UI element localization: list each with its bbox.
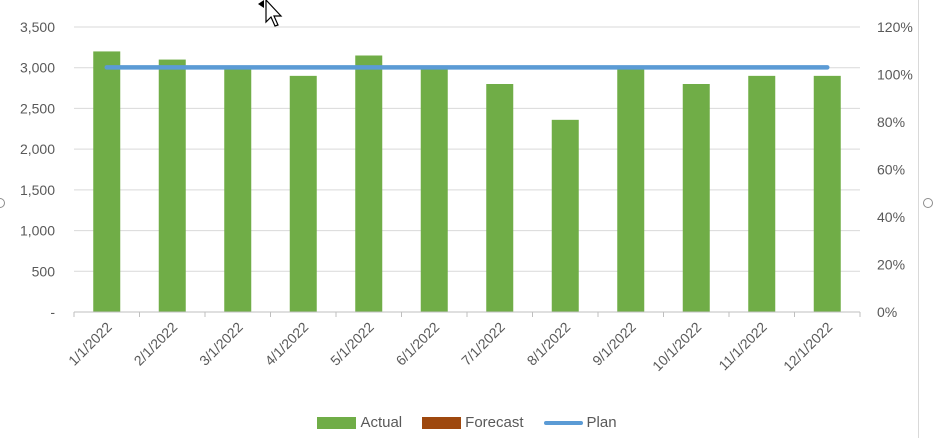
bar-actual — [748, 75, 776, 312]
y-tick-label: 3,000 — [20, 60, 55, 76]
y2-tick-label: 80% — [877, 114, 905, 130]
x-tick-label: 7/1/2022 — [458, 319, 508, 369]
bar-actual — [93, 51, 121, 313]
bar-actual — [289, 75, 317, 312]
legend-swatch-forecast — [422, 416, 462, 429]
bar-actual — [617, 67, 645, 312]
legend-swatch-plan — [543, 420, 583, 425]
x-tick-label: 12/1/2022 — [780, 319, 836, 375]
y-tick-label: 3,500 — [20, 19, 55, 35]
bar-actual — [551, 119, 579, 312]
y-tick-label: 500 — [32, 263, 56, 279]
bar-actual — [420, 67, 448, 312]
x-tick-label: 11/1/2022 — [715, 319, 770, 374]
legend-item-forecast[interactable]: Forecast — [422, 414, 524, 431]
chart-frame-edge — [918, 0, 919, 438]
legend: Actual Forecast Plan — [0, 414, 934, 431]
y2-tick-label: 20% — [877, 257, 905, 273]
y2-tick-label: 60% — [877, 162, 905, 178]
y2-tick-label: 40% — [877, 209, 905, 225]
bar-actual — [486, 84, 514, 312]
legend-item-plan[interactable]: Plan — [543, 414, 617, 431]
legend-swatch-actual — [317, 416, 357, 429]
mouse-pointer-icon — [258, 0, 283, 27]
x-tick-label: 6/1/2022 — [393, 319, 443, 369]
x-tick-label: 4/1/2022 — [262, 319, 312, 369]
x-tick-label: 8/1/2022 — [524, 319, 574, 369]
x-tick-label: 2/1/2022 — [131, 319, 181, 369]
bar-actual — [224, 67, 252, 312]
x-tick-label: 10/1/2022 — [649, 319, 705, 375]
y-tick-label: 2,500 — [20, 100, 55, 116]
x-tick-label: 9/1/2022 — [589, 319, 639, 369]
y-tick-label: 1,500 — [20, 182, 55, 198]
legend-label-actual: Actual — [360, 414, 403, 431]
x-tick-label: 3/1/2022 — [196, 319, 246, 369]
x-tick-label: 5/1/2022 — [327, 319, 377, 369]
legend-item-actual[interactable]: Actual — [317, 414, 402, 431]
legend-label-forecast: Forecast — [465, 414, 524, 431]
y-tick-label: 1,000 — [20, 223, 55, 239]
bar-actual — [813, 75, 841, 312]
bar-actual — [158, 59, 186, 313]
y2-tick-label: 0% — [877, 304, 897, 320]
legend-label-plan: Plan — [586, 414, 617, 431]
y-tick-label: 2,000 — [20, 141, 55, 157]
y2-tick-label: 120% — [877, 19, 913, 35]
resize-handle-right[interactable] — [923, 198, 933, 208]
y-tick-label: - — [50, 304, 55, 320]
x-tick-label: 1/1/2022 — [65, 319, 115, 369]
bar-actual — [355, 55, 383, 312]
y2-tick-label: 100% — [877, 67, 913, 83]
bar-actual — [682, 84, 710, 312]
